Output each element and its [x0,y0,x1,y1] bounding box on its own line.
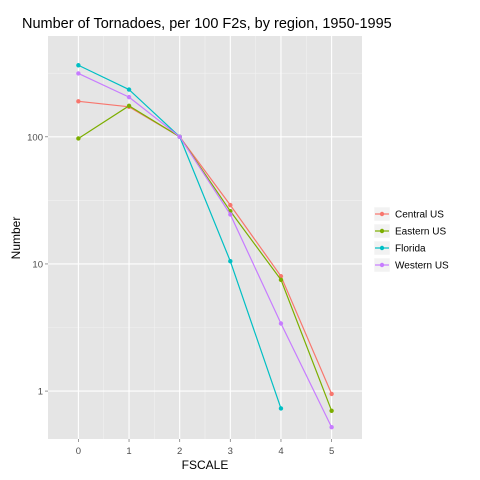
y-tick-label: 100 [27,132,43,143]
series-lines [76,63,334,430]
legend-key-point-western-us [379,262,385,268]
legend-label-florida: Florida [395,244,426,255]
data-point-western-us [177,134,182,139]
legend-label-western-us: Western US [395,261,449,272]
data-point-western-us [126,94,132,100]
y-axis-title: Number [9,217,23,260]
data-point-western-us [278,321,284,326]
data-point-florida [228,259,233,264]
data-point-central-us [228,202,233,208]
legend-key-point-eastern-us [379,228,385,234]
x-tick-label: 1 [126,446,131,457]
series-line-central-us [78,100,333,395]
x-tick-label: 4 [278,446,283,457]
legend-key-point-florida [379,245,385,251]
data-point-western-us [76,71,81,76]
chart-title: Number of Tornadoes, per 100 F2s, by reg… [22,16,392,32]
data-point-eastern-us [126,103,132,109]
x-tick-label: 0 [76,446,81,457]
x-tick-label: 3 [228,446,233,457]
x-axis-title: FSCALE [182,458,229,472]
data-point-eastern-us [329,408,334,413]
data-point-western-us [228,212,233,217]
series-line-eastern-us [78,105,333,412]
data-point-eastern-us [76,136,81,141]
x-axis-ticks: 0 1 2 3 4 5 [76,439,334,457]
y-tick-label: 1 [38,387,43,398]
data-point-florida [278,406,284,411]
data-point-eastern-us [278,277,284,283]
x-tick-label: 2 [177,446,182,457]
legend: Central US Eastern US Florida Western US [372,204,458,276]
data-point-florida [126,87,132,92]
y-axis-ticks: 1 10 100 [27,132,48,398]
series-line-western-us [78,72,333,428]
data-point-western-us [329,425,334,430]
data-point-central-us [329,391,334,397]
legend-label-eastern-us: Eastern US [395,227,446,238]
legend-key-point-central-us [379,211,385,217]
y-tick-label: 10 [32,259,43,270]
legend-label-central-us: Central US [395,210,444,221]
data-point-central-us [76,99,81,104]
data-point-florida [76,63,81,68]
x-tick-label: 5 [329,446,334,457]
